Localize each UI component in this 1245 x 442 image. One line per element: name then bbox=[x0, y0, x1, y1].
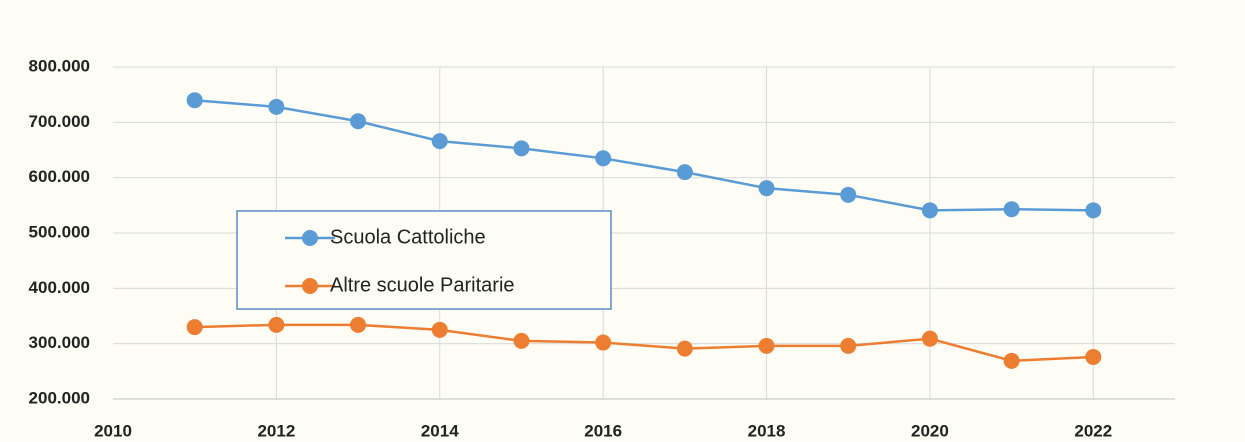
legend-label: Scuola Cattoliche bbox=[330, 226, 486, 248]
legend-label: Altre scuole Paritarie bbox=[330, 274, 515, 296]
y-tick-label: 200.000 bbox=[29, 388, 90, 407]
data-point bbox=[1003, 352, 1020, 369]
data-point bbox=[758, 337, 775, 354]
legend-marker bbox=[302, 230, 318, 246]
data-point bbox=[921, 330, 938, 347]
data-point bbox=[186, 92, 203, 109]
x-tick-label: 2010 bbox=[94, 421, 132, 440]
data-point bbox=[676, 340, 693, 357]
y-tick-label: 400.000 bbox=[29, 278, 90, 297]
x-tick-label: 2014 bbox=[421, 421, 459, 440]
data-point bbox=[513, 332, 530, 349]
x-tick-label: 2016 bbox=[584, 421, 622, 440]
data-point bbox=[1085, 202, 1102, 219]
y-tick-label: 500.000 bbox=[29, 222, 90, 241]
data-point bbox=[595, 334, 612, 351]
y-tick-label: 800.000 bbox=[29, 56, 90, 75]
data-point bbox=[350, 316, 367, 333]
series-line bbox=[194, 323, 1094, 363]
data-point bbox=[921, 202, 938, 219]
y-tick-label: 300.000 bbox=[29, 333, 90, 352]
data-point bbox=[268, 98, 285, 115]
x-tick-label: 2018 bbox=[748, 421, 786, 440]
x-tick-label: 2022 bbox=[1074, 421, 1112, 440]
legend-marker bbox=[302, 278, 318, 294]
series-line bbox=[194, 98, 1094, 212]
data-point bbox=[513, 140, 530, 157]
data-point bbox=[676, 164, 693, 181]
y-tick-label: 700.000 bbox=[29, 112, 90, 131]
data-point bbox=[350, 113, 367, 130]
data-point bbox=[840, 337, 857, 354]
y-tick-label: 600.000 bbox=[29, 167, 90, 186]
data-point bbox=[595, 150, 612, 167]
x-tick-label: 2012 bbox=[257, 421, 295, 440]
data-point bbox=[1085, 348, 1102, 365]
data-point bbox=[758, 180, 775, 197]
x-tick-label: 2020 bbox=[911, 421, 949, 440]
data-point bbox=[1003, 201, 1020, 218]
data-point bbox=[268, 316, 285, 333]
legend-box bbox=[236, 210, 612, 310]
data-point bbox=[431, 321, 448, 338]
data-point bbox=[840, 186, 857, 203]
data-point bbox=[431, 133, 448, 150]
data-point bbox=[186, 319, 203, 336]
